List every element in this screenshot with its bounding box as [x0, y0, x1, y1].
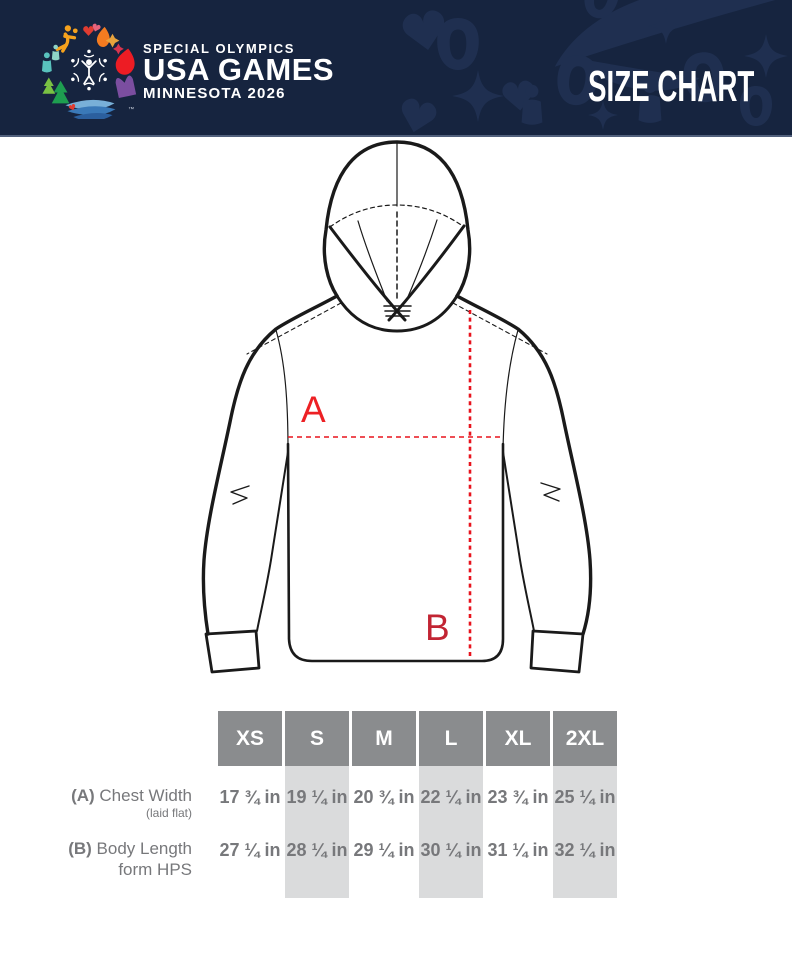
size-column-header-m: M [352, 711, 416, 766]
shaded-column-s [285, 766, 349, 898]
row-label-body-length: (B) Body Length form HPS [0, 839, 192, 880]
measure-label-b: B [425, 607, 450, 648]
size-column-header-l: L [419, 711, 483, 766]
page-title: SIZE CHART [588, 62, 755, 111]
mountain-icon [115, 75, 137, 99]
body-length-l: 30 ¼ in [420, 840, 482, 860]
row-key-a: (A) [71, 786, 95, 805]
size-column-header-s: S [285, 711, 349, 766]
brand-line-special-olympics: SPECIAL OLYMPICS [143, 41, 296, 56]
row-key-b: (B) [68, 839, 92, 858]
chest-width-xl: 23 ¾ in [487, 787, 549, 807]
figure-icon [41, 52, 52, 73]
runner-icon [55, 25, 77, 53]
body-length-xl: 31 ¼ in [487, 840, 549, 860]
size-column-header-2xl: 2XL [553, 711, 617, 766]
row-label-chest-width: (A) Chest Width (laid flat) [0, 786, 192, 820]
chest-width-xs: 17 ¾ in [219, 787, 281, 807]
chest-width-m: 20 ¾ in [353, 787, 415, 807]
row-sublabel-form-hps: form HPS [118, 860, 192, 879]
body-length-2xl: 32 ¼ in [554, 840, 616, 860]
torch-flame-icon [96, 26, 110, 48]
shaded-column-2xl [553, 766, 617, 898]
spark-icon [105, 33, 120, 48]
hoodie-measurement-diagram: A B [201, 140, 593, 674]
header-band: ™ SPECIAL OLYMPICS USA GAMES MINNESOTA 2… [0, 0, 792, 137]
figure-icon [51, 44, 60, 61]
size-column-header-xl: XL [486, 711, 550, 766]
chest-width-s: 19 ¼ in [286, 787, 348, 807]
dot-icon [72, 28, 78, 34]
body-length-s: 28 ¼ in [286, 840, 348, 860]
body-length-xs: 27 ¼ in [219, 840, 281, 860]
brand-line-usa-games: USA GAMES [143, 52, 335, 87]
size-column-header-xs: XS [218, 711, 282, 766]
trademark-symbol: ™ [128, 106, 134, 113]
row-label-text: Chest Width [99, 786, 192, 805]
athletes-symbol-icon [71, 49, 107, 91]
chest-width-2xl: 25 ¼ in [554, 787, 616, 807]
brand-line-minnesota-2026: MINNESOTA 2026 [143, 85, 286, 102]
spark-icon [113, 43, 124, 55]
tree-icon [42, 77, 56, 94]
row-label-text: Body Length [96, 839, 192, 858]
special-olympics-usa-games-logo-icon: ™ [41, 23, 137, 119]
body-length-m: 29 ¼ in [353, 840, 415, 860]
flame-icon [115, 48, 135, 75]
heart-icon [83, 26, 94, 36]
row-sublabel-laid-flat: (laid flat) [145, 806, 192, 820]
waves-icon [65, 99, 116, 119]
tree-icon [51, 80, 70, 104]
logo-ring-icons [41, 23, 137, 119]
shaded-column-l [419, 766, 483, 898]
chest-width-l: 22 ¼ in [420, 787, 482, 807]
measure-label-a: A [301, 389, 326, 430]
